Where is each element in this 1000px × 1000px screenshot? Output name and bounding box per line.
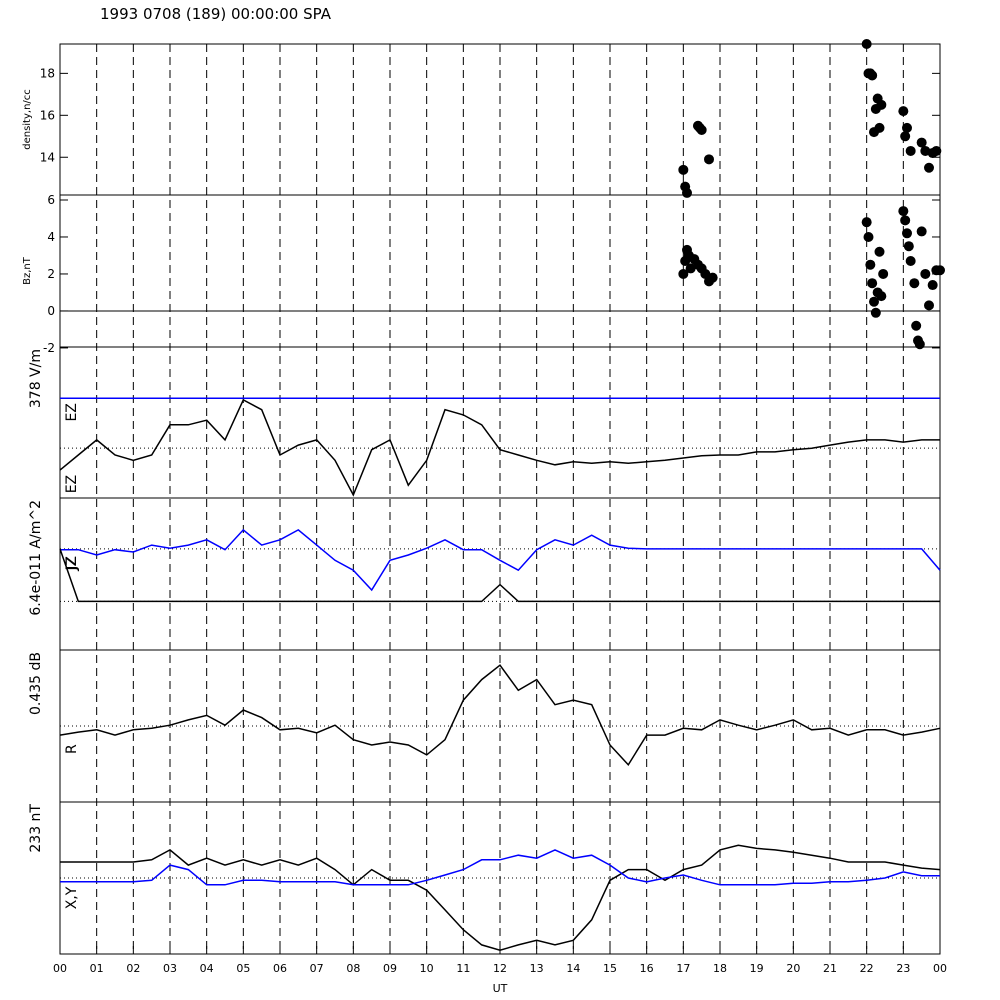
data-line: [60, 849, 940, 886]
y-tick-label: 18: [40, 66, 55, 80]
data-point: [927, 280, 938, 291]
data-point: [903, 241, 914, 252]
x-tick-label: 14: [566, 962, 580, 975]
x-tick-label: 13: [530, 962, 544, 975]
x-tick-label: 02: [126, 962, 140, 975]
series-label: EZ: [64, 403, 80, 421]
data-line: [60, 528, 941, 592]
series-label: EZ: [64, 475, 80, 493]
data-point: [704, 154, 714, 165]
x-tick-label: 15: [603, 962, 617, 975]
series-label: JZ: [64, 557, 80, 572]
data-point: [924, 300, 934, 311]
panel-label: X,Y: [64, 886, 80, 909]
panel-frame: [59, 497, 941, 651]
y-tick-label: 4: [47, 230, 55, 244]
data-point: [678, 164, 689, 175]
data-point: [905, 256, 916, 267]
x-tick-label: 10: [420, 962, 434, 975]
data-point: [867, 70, 878, 81]
series-label: R: [64, 744, 80, 754]
x-axis-label: UT: [493, 982, 508, 995]
x-tick-label: 16: [640, 962, 654, 975]
data-point: [863, 231, 874, 242]
x-tick-label: 17: [676, 962, 690, 975]
y-axis-label: density,n/cc: [22, 89, 33, 150]
x-tick-label: 23: [896, 962, 910, 975]
data-point: [678, 268, 689, 279]
x-tick-label: 00: [933, 962, 947, 975]
data-point: [867, 278, 878, 289]
data-point: [876, 291, 887, 302]
data-point: [861, 39, 872, 49]
data-point: [874, 246, 885, 257]
y-tick-label: 0: [47, 304, 55, 318]
data-point: [869, 296, 879, 307]
data-point: [900, 131, 911, 142]
y-tick-label: -2: [43, 341, 55, 355]
data-point: [874, 122, 885, 133]
y-axis-label: Bz,nT: [22, 256, 33, 285]
data-point: [878, 268, 889, 279]
data-line: [59, 548, 940, 603]
data-point: [905, 145, 916, 156]
data-point: [902, 122, 912, 133]
data-point: [865, 259, 876, 270]
x-tick-label: 12: [493, 962, 507, 975]
x-tick-label: 06: [273, 962, 287, 975]
data-point: [707, 272, 718, 283]
x-tick-label: 22: [860, 962, 874, 975]
x-tick-label: 18: [713, 962, 727, 975]
data-point: [861, 217, 872, 228]
x-tick-label: 04: [200, 962, 214, 975]
x-tick-label: 00: [53, 962, 67, 975]
y-tick-label: 14: [40, 150, 55, 164]
data-point: [909, 278, 920, 289]
data-line: [59, 398, 940, 497]
data-point: [898, 206, 909, 217]
data-point: [682, 187, 692, 198]
data-point: [914, 339, 925, 350]
figure-title: 1993 0708 (189) 00:00:00 SPA: [100, 5, 332, 23]
x-tick-label: 03: [163, 962, 177, 975]
scale-label: 378 V/m: [28, 349, 44, 408]
x-tick-label: 08: [346, 962, 360, 975]
scale-label: 6.4e-011 A/m^2: [28, 500, 44, 616]
x-tick-label: 20: [786, 962, 800, 975]
data-point: [902, 228, 912, 239]
data-point: [916, 226, 927, 237]
x-tick-label: 01: [90, 962, 104, 975]
data-point: [931, 145, 942, 156]
y-tick-label: 6: [47, 193, 55, 207]
series-label: JZ: [64, 556, 80, 571]
data-point: [876, 99, 887, 110]
panel-frame: [59, 43, 941, 196]
data-point: [898, 106, 909, 117]
data-point: [911, 320, 922, 331]
y-tick-label: 2: [47, 267, 55, 281]
data-point: [924, 162, 934, 173]
data-point: [935, 265, 945, 276]
data-point: [916, 137, 927, 148]
x-tick-label: 21: [823, 962, 837, 975]
x-tick-label: 11: [456, 962, 470, 975]
data-line: [60, 844, 941, 951]
x-tick-label: 09: [383, 962, 397, 975]
y-tick-label: 16: [40, 108, 55, 122]
data-point: [870, 307, 881, 318]
x-tick-label: 05: [236, 962, 250, 975]
data-point: [900, 215, 911, 226]
data-point: [696, 124, 707, 135]
scale-label: 233 nT: [28, 804, 44, 853]
x-tick-label: 07: [310, 962, 324, 975]
data-line: [59, 664, 941, 767]
scale-label: 0.435 dB: [28, 652, 44, 715]
x-tick-label: 19: [750, 962, 764, 975]
data-point: [920, 268, 931, 279]
